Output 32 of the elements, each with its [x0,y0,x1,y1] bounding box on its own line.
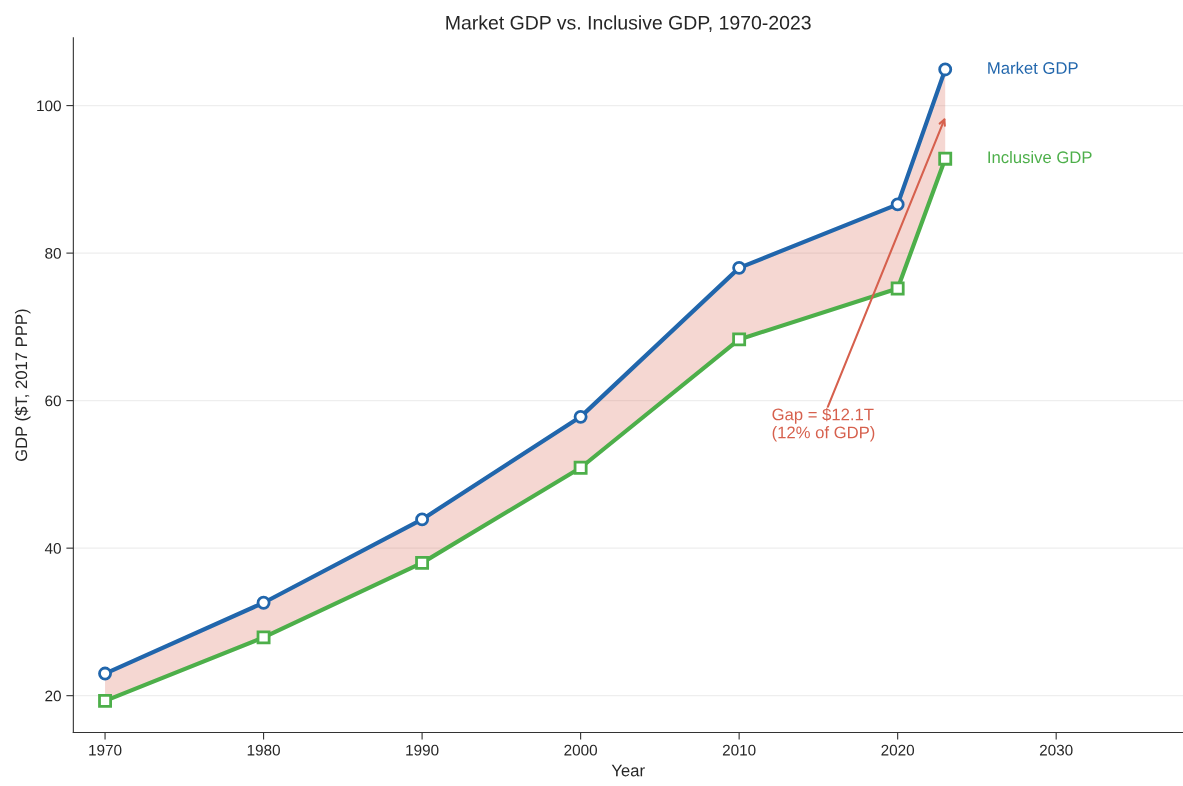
x-tick-label: 1980 [247,744,280,756]
point [732,260,747,275]
point [256,595,271,610]
y-tick-label: 100 [37,100,61,112]
point [98,693,112,708]
text: Market GDP [988,61,1078,74]
y-axis-title: GDP ($T, 2017 PPP) [14,309,31,462]
point [98,666,112,681]
x-tick-label: 2020 [881,744,915,756]
point [732,332,747,347]
point [938,151,953,166]
y-tick-label: 80 [45,247,61,259]
point [573,409,588,424]
point [938,62,953,77]
point [256,630,271,645]
point [890,281,905,296]
point [415,512,430,527]
x-tick-label: 1990 [406,744,439,756]
y-tick-label: 40 [44,543,61,554]
y-tick-label: 20 [45,690,61,702]
point [415,555,430,570]
x-tick-label: 2000 [564,744,598,756]
point [573,460,588,475]
y-tick-label: 60 [45,395,61,407]
chart-title: Market GDP vs. Inclusive GDP, 1970-2023 [446,15,811,32]
x-tick-label: 1970 [89,744,122,756]
x-tick-label: 2010 [722,744,756,756]
x-axis-title: Year [611,764,645,777]
annotation: Gap = $12.1T (12% of GDP) [772,407,875,442]
x-tick-label: 2030 [1039,744,1073,756]
point [890,197,905,212]
text: Inclusive GDP [988,150,1092,164]
